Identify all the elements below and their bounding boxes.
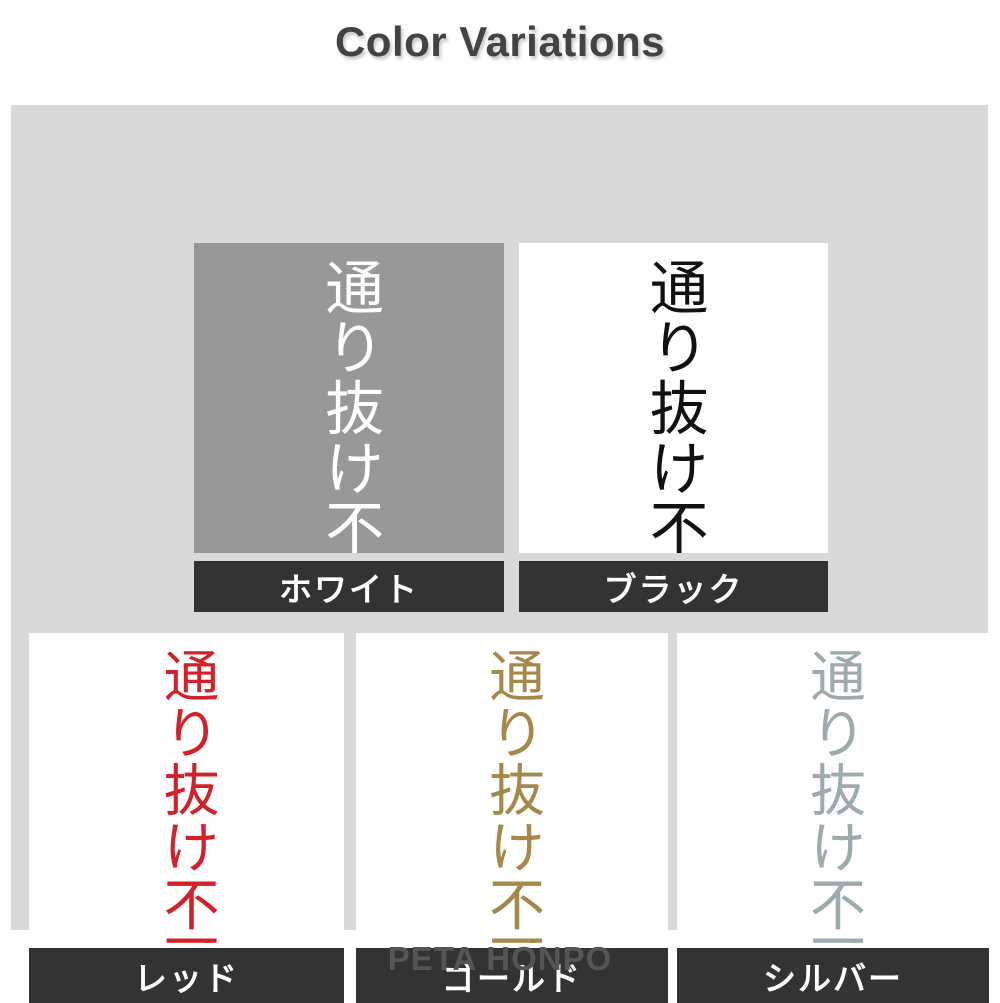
page-title: Color Variations — [334, 18, 666, 65]
color-label-black: ブラック — [519, 561, 828, 612]
swatch-gold: 通り抜け不可 — [356, 633, 668, 943]
swatch-white: 通り抜け不可 — [194, 243, 504, 553]
color-card-silver[interactable]: 通り抜け不可 シルバー — [677, 633, 989, 1003]
color-label-red-text: レッド — [134, 959, 239, 997]
color-label-red: レッド — [29, 948, 344, 1003]
color-card-white[interactable]: 通り抜け不可 ホワイト — [194, 243, 504, 612]
variations-panel: 通り抜け不可 ホワイト 通り抜け不可 ブラック 通り抜け不可 レッド — [11, 105, 989, 1003]
color-label-black-text: ブラック — [603, 570, 744, 608]
brand-footer: PETA HONPO — [387, 940, 613, 977]
color-label-white: ホワイト — [194, 561, 504, 612]
color-label-gold: ゴールド — [356, 948, 668, 1003]
sign-text-red: 通り抜け不可 — [154, 647, 220, 943]
sign-text-white: 通り抜け不可 — [315, 257, 385, 553]
color-label-silver: シルバー — [677, 948, 989, 1003]
sign-text-gold: 通り抜け不可 — [479, 647, 545, 943]
sign-text-black: 通り抜け不可 — [639, 257, 709, 553]
swatch-silver: 通り抜け不可 — [677, 633, 989, 943]
color-card-red[interactable]: 通り抜け不可 レッド — [29, 633, 344, 1003]
swatch-red: 通り抜け不可 — [29, 633, 344, 943]
swatch-black: 通り抜け不可 — [519, 243, 828, 553]
color-label-white-text: ホワイト — [279, 570, 419, 608]
color-card-gold[interactable]: 通り抜け不可 ゴールド — [356, 633, 668, 1003]
color-label-gold-text: ゴールド — [442, 959, 582, 997]
color-card-black[interactable]: 通り抜け不可 ブラック — [519, 243, 828, 612]
sign-text-silver: 通り抜け不可 — [800, 647, 866, 943]
color-label-silver-text: シルバー — [763, 959, 903, 997]
